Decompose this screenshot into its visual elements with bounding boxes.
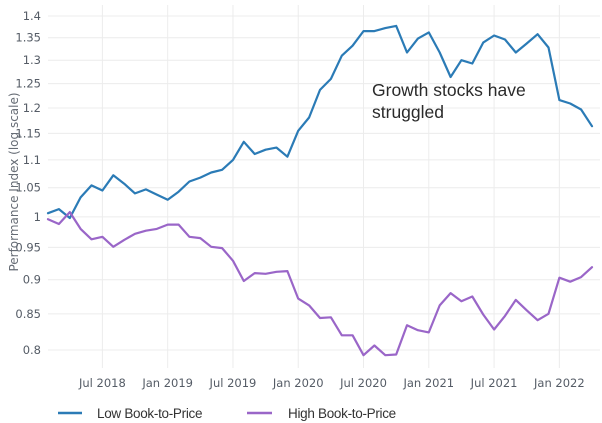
x-tick-label: Jan 2021 <box>402 376 454 390</box>
y-tick-label: 1.35 <box>15 31 41 45</box>
x-axis-ticks: Jul 2018 Jan 2019 Jul 2019 Jan 2020 Jul 2020… <box>78 376 585 390</box>
series <box>46 24 594 357</box>
legend-item-high-book-to-price[interactable]: High Book-to-Price <box>247 406 396 421</box>
legend-label-low-book-to-price: Low Book-to-Price <box>97 406 202 421</box>
y-axis-label: Performance Index (log scale) <box>7 92 21 271</box>
y-axis-ticks: 0.8 0.85 0.9 0.95 1 1.05 1.1 1.15 1.2 1.25 1.3 1.35… <box>15 9 41 357</box>
y-tick-label: 0.95 <box>15 240 41 254</box>
series-line-low-book-to-price <box>46 24 594 220</box>
y-tick-label: 1.1 <box>23 153 41 167</box>
series-points-high-book-to-price <box>47 212 593 356</box>
series-line-high-book-to-price <box>46 211 594 357</box>
annotations: Growth stocks have struggled <box>372 80 526 122</box>
legend-label-high-book-to-price: High Book-to-Price <box>288 406 396 421</box>
grid <box>48 5 600 368</box>
x-tick-label: Jan 2020 <box>272 376 324 390</box>
y-tick-label: 1.2 <box>23 101 41 115</box>
annotation-line-1: Growth stocks have <box>372 80 526 100</box>
x-tick-label: Jul 2018 <box>78 376 126 390</box>
y-tick-label: 0.9 <box>23 273 41 287</box>
x-tick-label: Jul 2019 <box>209 376 257 390</box>
y-tick-label: 0.85 <box>15 307 41 321</box>
y-tick-label: 1.05 <box>15 181 41 195</box>
x-tick-label: Jul 2020 <box>339 376 387 390</box>
legend-item-low-book-to-price[interactable]: Low Book-to-Price <box>58 406 203 421</box>
series-points-low-book-to-price <box>47 25 593 219</box>
y-tick-label: 1.3 <box>23 53 41 67</box>
x-tick-label: Jul 2021 <box>470 376 518 390</box>
legend: Low Book-to-Price High Book-to-Price <box>58 406 396 421</box>
x-tick-label: Jan 2019 <box>141 376 193 390</box>
x-tick-label: Jan 2022 <box>533 376 585 390</box>
y-tick-label: 1.4 <box>23 9 41 23</box>
y-tick-label: 1.15 <box>15 126 41 140</box>
y-tick-label: 1 <box>34 210 41 224</box>
annotation-line-2: struggled <box>372 102 444 122</box>
y-tick-label: 1.25 <box>15 77 41 91</box>
y-tick-label: 0.8 <box>23 343 41 357</box>
